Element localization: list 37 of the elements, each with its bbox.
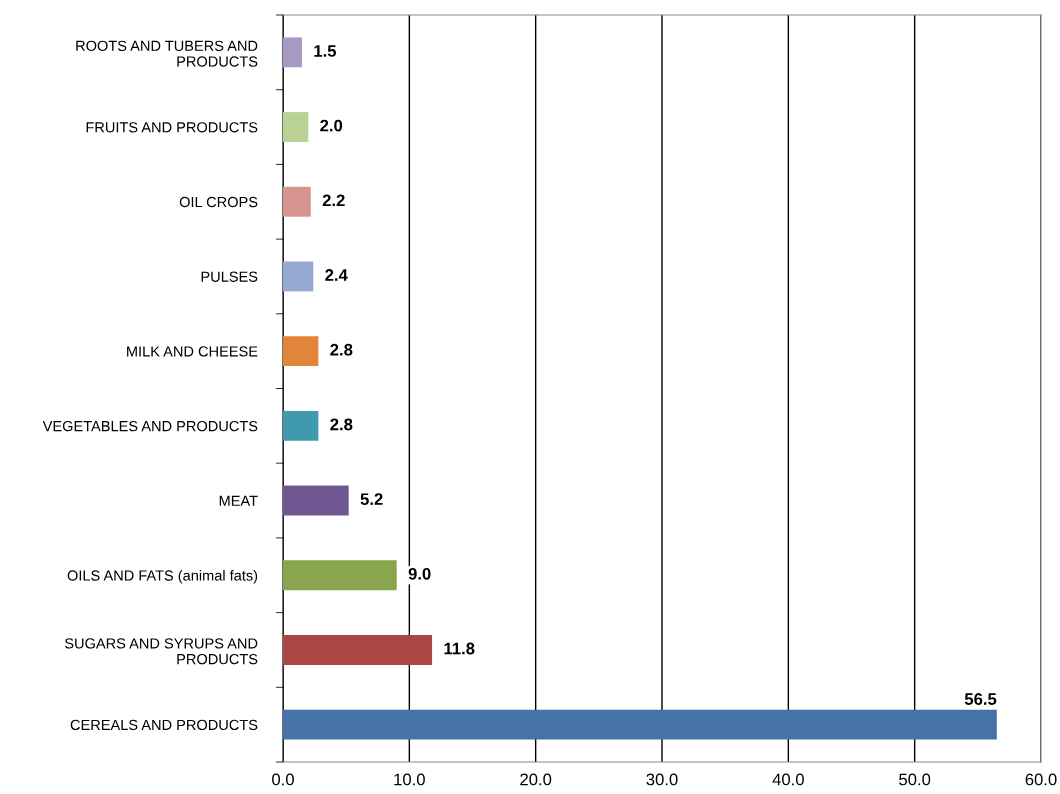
y-tick-label: FRUITS AND PRODUCTS xyxy=(86,122,258,133)
bar xyxy=(283,186,311,217)
bar xyxy=(283,261,314,292)
x-tick-label: 10.0 xyxy=(394,773,425,786)
bar xyxy=(283,112,309,142)
bar xyxy=(283,336,319,367)
x-tick-label: 50.0 xyxy=(899,773,931,786)
data-label: 56.5 xyxy=(964,693,997,705)
data-label: 2.8 xyxy=(330,343,353,356)
bar xyxy=(283,37,302,68)
bar xyxy=(283,635,433,665)
data-label: 11.8 xyxy=(444,642,475,655)
x-tick-label: 0.0 xyxy=(272,773,294,786)
y-tick-label: SUGARS AND SYRUPS AND PRODUCTS xyxy=(64,638,258,665)
x-tick-label: 40.0 xyxy=(772,773,804,786)
data-label: 1.5 xyxy=(314,45,337,57)
bar xyxy=(283,709,997,740)
bar xyxy=(283,410,319,441)
y-tick-label: PULSES xyxy=(201,271,258,282)
data-label: 5.2 xyxy=(360,493,383,506)
x-tick-label: 30.0 xyxy=(646,773,678,786)
y-tick-label: MILK AND CHEESE xyxy=(127,346,258,357)
y-tick-label: ROOTS AND TUBERS AND PRODUCTS xyxy=(76,40,258,67)
data-label: 2.0 xyxy=(320,119,343,132)
x-tick-label: 20.0 xyxy=(520,773,552,786)
y-tick-label: CEREALS AND PRODUCTS xyxy=(70,719,258,731)
y-tick-label: MEAT xyxy=(219,495,258,506)
y-tick-label: VEGETABLES AND PRODUCTS xyxy=(42,420,258,432)
x-tick-label: 60.0 xyxy=(1025,773,1057,786)
y-tick-label: OIL CROPS xyxy=(179,196,258,208)
data-label: 2.2 xyxy=(322,194,345,207)
bar xyxy=(283,485,349,516)
y-tick-label: OILS AND FATS (animal fats) xyxy=(67,569,258,584)
bar xyxy=(283,560,397,591)
data-label: 2.8 xyxy=(330,418,353,431)
data-label: 9.0 xyxy=(408,567,431,580)
data-label: 2.4 xyxy=(325,269,348,281)
